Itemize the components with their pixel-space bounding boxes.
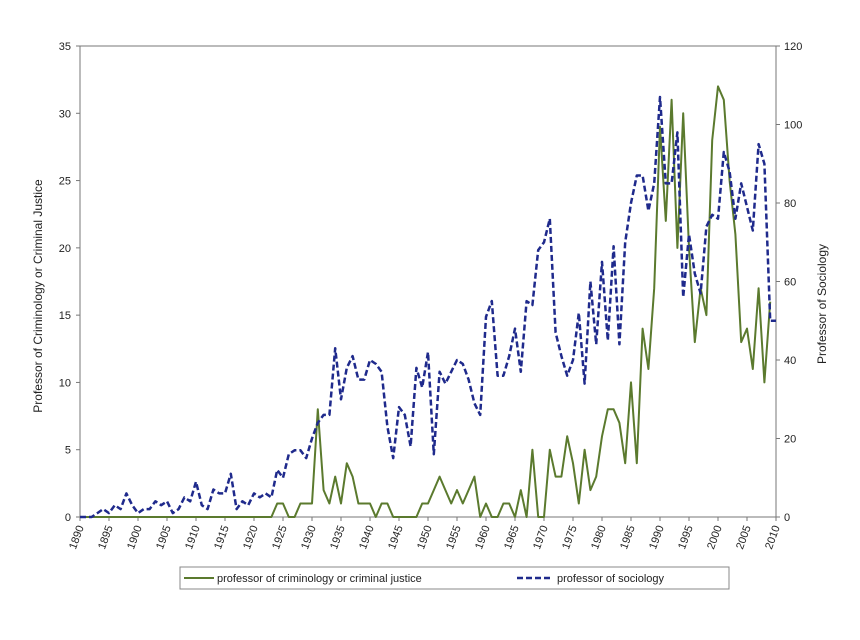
x-axis-tick-label: 1940 xyxy=(357,524,377,551)
right-axis: 0 20 40 60 80 100 120 xyxy=(776,41,802,524)
y-axis-label-right: Professor of Sociology xyxy=(815,244,829,364)
left-axis-tick-label: 10 xyxy=(59,377,71,389)
left-axis-tick-label: 0 xyxy=(65,512,71,524)
x-axis-tick-label: 1955 xyxy=(444,524,464,551)
x-axis-tick-label: 2010 xyxy=(763,524,783,551)
right-axis-tick-label: 20 xyxy=(784,434,796,446)
y-axis-label-left: Professor of Criminology or Criminal Jus… xyxy=(31,179,45,413)
x-axis-tick-label: 1915 xyxy=(212,524,232,551)
left-axis-tick-label: 30 xyxy=(59,108,71,120)
x-axis-tick-label: 1920 xyxy=(241,524,261,551)
x-axis-tick-label: 2000 xyxy=(705,524,725,551)
x-axis: 1890 1895 1900 1905 1910 1915 1920 1925 1930 1935… xyxy=(67,517,783,551)
x-axis-tick-label: 2005 xyxy=(734,524,754,551)
left-axis-tick-label: 5 xyxy=(65,445,71,457)
left-axis-tick-label: 35 xyxy=(59,41,71,53)
x-axis-tick-label: 1935 xyxy=(328,524,348,551)
left-axis-tick-label: 25 xyxy=(59,176,71,188)
x-axis-tick-label: 1930 xyxy=(299,524,319,551)
x-axis-tick-label: 1960 xyxy=(473,524,493,551)
right-axis-tick-label: 60 xyxy=(784,277,796,289)
x-axis-tick-label: 1895 xyxy=(96,524,116,551)
right-axis-tick-label: 120 xyxy=(784,41,802,53)
x-axis-tick-label: 1900 xyxy=(125,524,145,551)
x-axis-tick-label: 1925 xyxy=(270,524,290,551)
x-axis-tick-label: 1995 xyxy=(676,524,696,551)
x-axis-tick-label: 1985 xyxy=(618,524,638,551)
x-axis-tick-label: 1890 xyxy=(67,524,87,551)
legend-label-criminology: professor of criminology or criminal jus… xyxy=(217,573,422,585)
legend-box xyxy=(179,566,730,590)
series-layer xyxy=(80,85,776,519)
x-axis-tick-label: 1945 xyxy=(386,524,406,551)
right-axis-tick-label: 80 xyxy=(784,198,796,210)
x-axis-tick-label: 1910 xyxy=(183,524,203,551)
right-axis-tick-label: 0 xyxy=(784,512,790,524)
x-axis-tick-label: 1975 xyxy=(560,524,580,551)
x-axis-tick-label: 1970 xyxy=(531,524,551,551)
x-axis-tick-label: 1950 xyxy=(415,524,435,551)
series-line-sociology xyxy=(80,95,776,519)
x-axis-tick-label: 1965 xyxy=(502,524,522,551)
series-line-criminology xyxy=(80,85,772,518)
x-axis-tick-label: 1990 xyxy=(647,524,667,551)
left-axis-tick-label: 20 xyxy=(59,243,71,255)
right-axis-tick-label: 40 xyxy=(784,355,796,367)
left-axis: 0 5 10 15 20 25 30 35 xyxy=(59,41,80,524)
x-axis-tick-label: 1905 xyxy=(154,524,174,551)
x-axis-tick-label: 1980 xyxy=(589,524,609,551)
right-axis-tick-label: 100 xyxy=(784,120,802,132)
left-axis-tick-label: 15 xyxy=(59,310,71,322)
legend: professor of criminology or criminal jus… xyxy=(179,566,730,590)
legend-label-sociology: professor of sociology xyxy=(557,573,664,585)
